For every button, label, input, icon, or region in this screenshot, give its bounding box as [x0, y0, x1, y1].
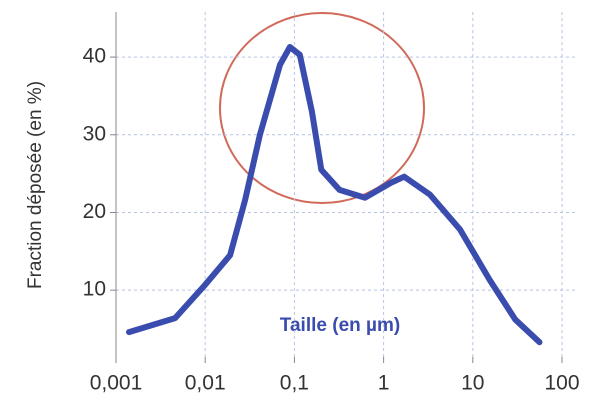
x-tick-label: 0,1	[280, 372, 309, 395]
y-tick-label: 40	[83, 45, 106, 68]
x-tick-label: 100	[544, 372, 579, 395]
x-tick-label: 0,01	[185, 372, 226, 395]
y-tick-label: 30	[83, 122, 106, 145]
y-tick-label: 20	[83, 200, 106, 223]
x-tick-label: 10	[461, 372, 484, 395]
x-tick-label: 1	[378, 372, 390, 395]
annotation: Taille (en µm)	[280, 315, 400, 336]
y-axis-label: Fraction déposée (en %)	[25, 81, 46, 289]
highlight-circle	[219, 12, 425, 204]
data-line	[126, 44, 543, 346]
y-tick-label: 10	[83, 278, 106, 301]
x-tick-label: 0,001	[90, 372, 143, 395]
